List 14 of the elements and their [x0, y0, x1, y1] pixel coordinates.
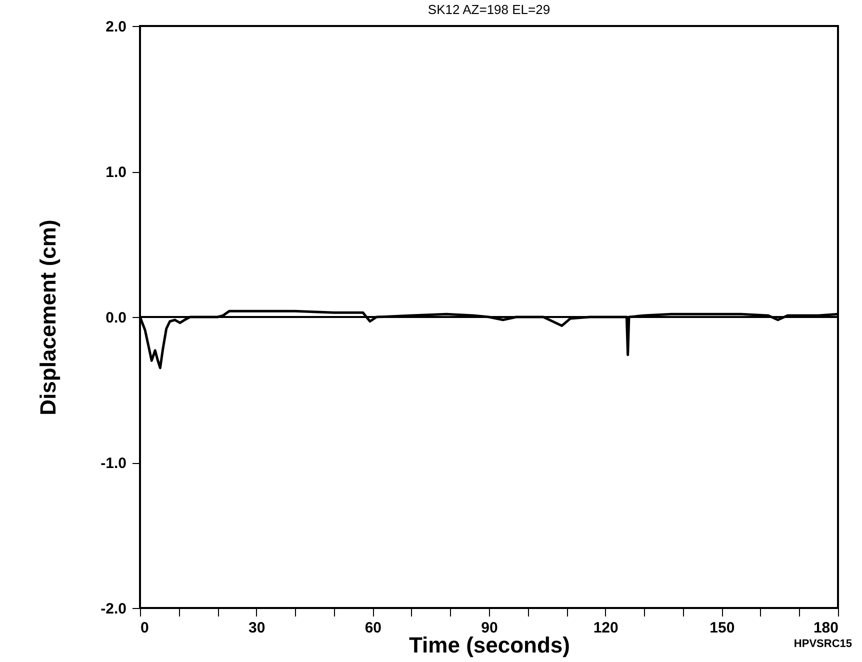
x-tick-label: 60 [364, 620, 382, 636]
text: HPVSRC15 [794, 638, 852, 650]
x-tick-label: 150 [710, 620, 735, 636]
x-tick-label: 180 [813, 620, 838, 636]
y-tick-label: -2.0 [100, 600, 126, 618]
y-tick-label: 0.0 [106, 310, 126, 326]
x-tick-label: 30 [248, 620, 266, 636]
y-axis-title: Displacement (cm) [36, 220, 61, 416]
y-tick-label: 1.0 [106, 164, 126, 181]
chart-title: SK12 AZ=198 EL=29 [428, 2, 550, 17]
x-tick-label: 120 [593, 620, 618, 636]
y-tick-label: 2.0 [106, 18, 126, 36]
x-tick-label: 0 [140, 620, 149, 636]
y-tick-label: -1.0 [100, 455, 126, 472]
